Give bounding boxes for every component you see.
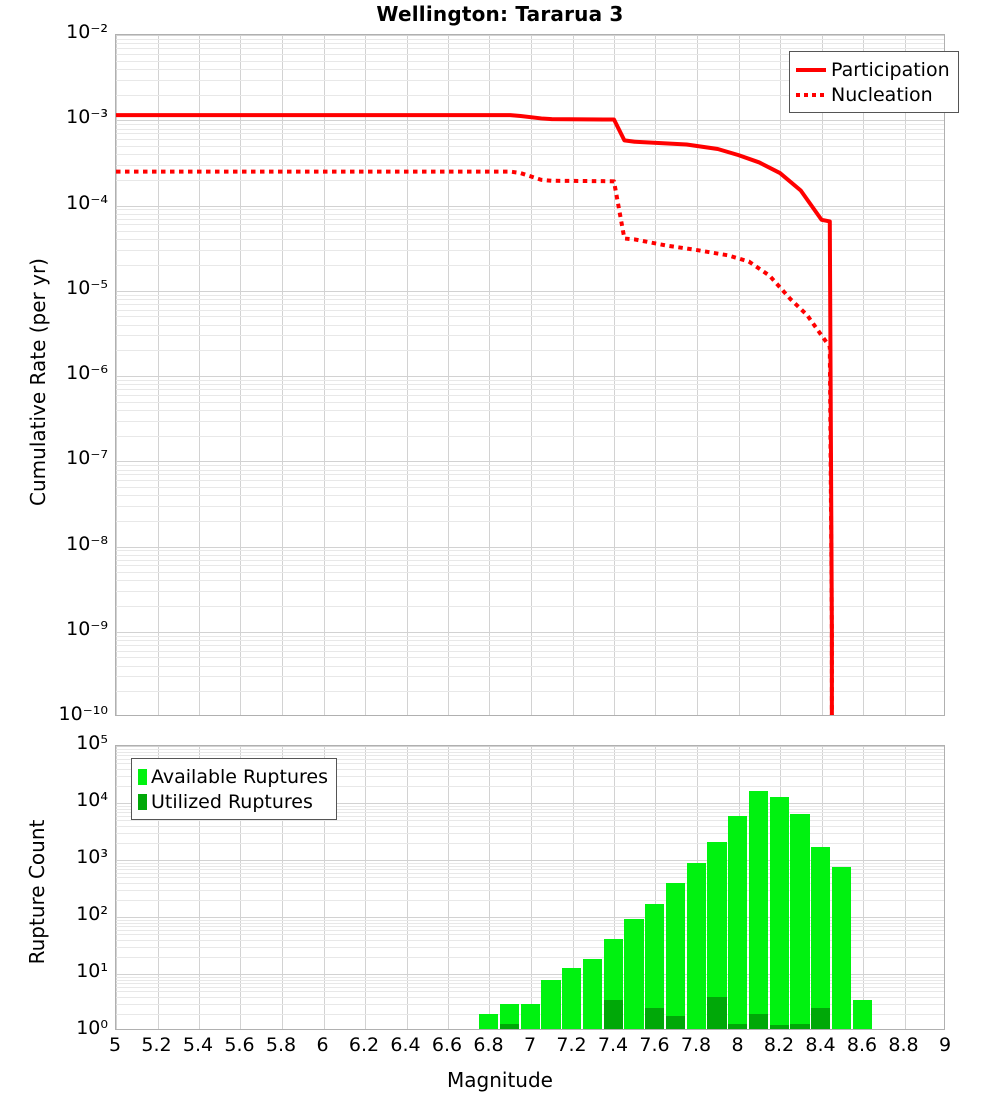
legend-item-available[interactable]: Available Ruptures (138, 764, 328, 789)
bar-utilized (790, 1024, 809, 1030)
bottom-y-axis-label: Rupture Count (25, 777, 49, 1007)
bar-available (832, 867, 851, 1030)
legend-label-participation: Participation (831, 59, 950, 81)
y-tick-label: 10⁻¹⁰ (0, 703, 108, 725)
x-tick-label: 8 (731, 1034, 743, 1056)
bottom-legend: Available Ruptures Utilized Ruptures (131, 758, 337, 820)
x-tick-label: 5.4 (183, 1034, 213, 1056)
y-tick-label: 10³ (0, 846, 108, 868)
y-tick-label: 10⁻⁸ (0, 533, 108, 555)
bar-available (853, 1000, 872, 1030)
x-tick-label: 6.2 (349, 1034, 379, 1056)
bar-available (500, 1004, 519, 1030)
curve-nucleation (116, 172, 832, 716)
y-tick-label: 10⁻² (0, 21, 108, 43)
y-tick-label: 10⁰ (0, 1017, 108, 1039)
x-tick-label: 8.6 (847, 1034, 877, 1056)
legend-label-available: Available Ruptures (151, 766, 328, 788)
x-tick-label: 7.4 (598, 1034, 628, 1056)
y-tick-label: 10⁵ (0, 732, 108, 754)
bar-utilized (604, 1000, 623, 1030)
bar-available (687, 863, 706, 1030)
x-tick-label: 7.2 (556, 1034, 586, 1056)
x-tick-label: 6.4 (390, 1034, 420, 1056)
legend-label-utilized: Utilized Ruptures (151, 791, 313, 813)
bar-available (583, 959, 602, 1030)
bar-available (790, 814, 809, 1030)
bar-available (521, 1004, 540, 1030)
rate-curves (116, 35, 945, 716)
x-tick-label: 7.8 (681, 1034, 711, 1056)
x-tick-label: 8.8 (888, 1034, 918, 1056)
y-tick-label: 10⁻⁹ (0, 618, 108, 640)
page-title: Wellington: Tararua 3 (0, 2, 1000, 26)
x-tick-label: 5.8 (266, 1034, 296, 1056)
bar-available (541, 980, 560, 1031)
utilized-swatch-icon (138, 794, 147, 810)
x-tick-label: 6.8 (473, 1034, 503, 1056)
x-tick-label: 8.4 (805, 1034, 835, 1056)
bar-utilized (707, 997, 726, 1030)
curve-participation (116, 115, 832, 716)
x-tick-label: 7 (524, 1034, 536, 1056)
bar-available (707, 842, 726, 1030)
bar-available (728, 816, 747, 1030)
bar-available (604, 939, 623, 1031)
bar-available (749, 791, 768, 1030)
x-tick-label: 8.2 (764, 1034, 794, 1056)
bar-available (666, 883, 685, 1030)
top-legend: Participation Nucleation (789, 51, 959, 113)
y-tick-label: 10⁴ (0, 789, 108, 811)
cumulative-rate-plot (115, 34, 945, 716)
y-tick-label: 10⁻⁶ (0, 362, 108, 384)
y-tick-label: 10² (0, 903, 108, 925)
x-axis-label: Magnitude (0, 1068, 1000, 1092)
y-tick-label: 10⁻⁷ (0, 447, 108, 469)
bar-utilized (666, 1016, 685, 1030)
bar-available (479, 1014, 498, 1030)
nucleation-line-icon (796, 93, 826, 97)
x-tick-label: 9 (939, 1034, 951, 1056)
x-tick-label: 7.6 (639, 1034, 669, 1056)
y-tick-label: 10⁻³ (0, 106, 108, 128)
x-tick-label: 5 (109, 1034, 121, 1056)
chart-figure: Wellington: Tararua 3 10⁻² 10⁻³ 10⁻⁴ 10⁻⁵ 10… (0, 0, 1000, 1100)
legend-item-nucleation[interactable]: Nucleation (796, 82, 950, 107)
bar-available (645, 904, 664, 1030)
bar-available (562, 968, 581, 1031)
x-tick-label: 5.2 (141, 1034, 171, 1056)
bar-utilized (770, 1025, 789, 1031)
x-tick-label: 5.6 (224, 1034, 254, 1056)
bar-available (624, 919, 643, 1030)
legend-item-utilized[interactable]: Utilized Ruptures (138, 789, 328, 814)
bar-utilized (645, 1008, 664, 1030)
y-tick-label: 10¹ (0, 960, 108, 982)
y-tick-label: 10⁻⁴ (0, 192, 108, 214)
participation-line-icon (796, 68, 826, 72)
bar-utilized (749, 1014, 768, 1030)
y-tick-label: 10⁻⁵ (0, 277, 108, 299)
x-tick-label: 6 (316, 1034, 328, 1056)
x-tick-label: 6.6 (432, 1034, 462, 1056)
bar-utilized (728, 1024, 747, 1030)
legend-label-nucleation: Nucleation (831, 84, 933, 106)
top-y-axis-label: Cumulative Rate (per yr) (26, 212, 50, 552)
bar-available (811, 847, 830, 1030)
legend-item-participation[interactable]: Participation (796, 57, 950, 82)
bar-available (770, 797, 789, 1031)
available-swatch-icon (138, 769, 147, 785)
bar-utilized (500, 1024, 519, 1030)
bar-utilized (811, 1008, 830, 1030)
